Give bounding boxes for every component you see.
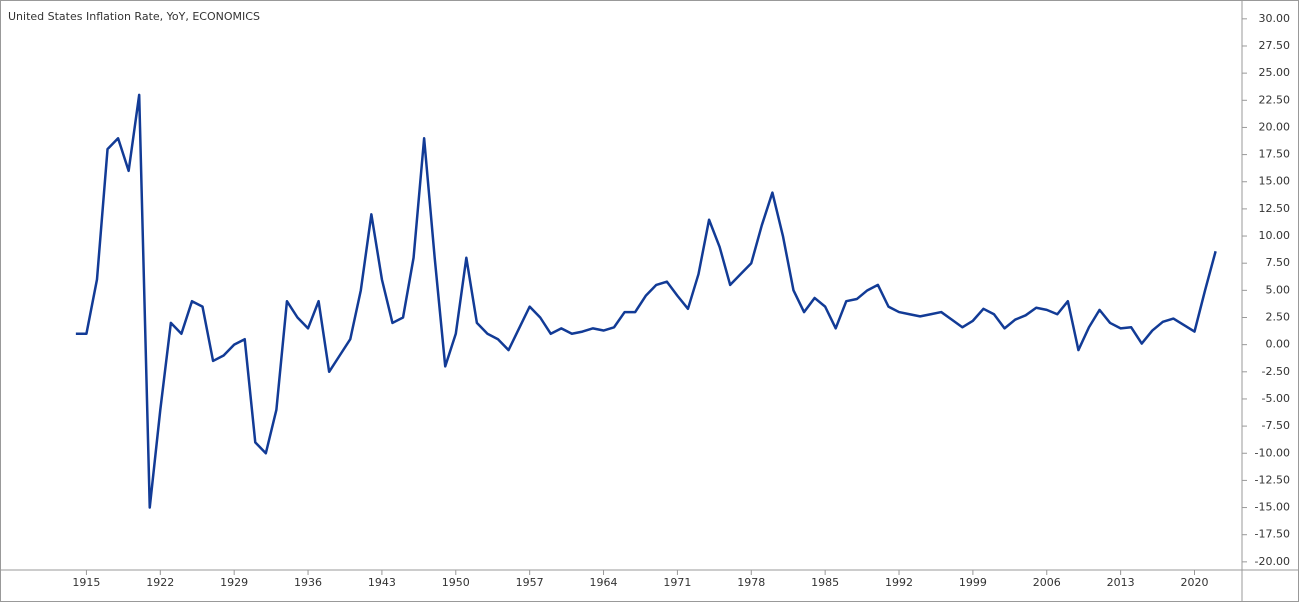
y-tick-label: 2.50 [1266,310,1291,323]
y-tick-label: -10.00 [1255,446,1290,459]
series-line [75,93,1217,509]
x-tick-label: 1957 [516,576,544,589]
x-tick-label: 1978 [737,576,765,589]
x-tick-label: 1929 [220,576,248,589]
x-tick-label: 1985 [811,576,839,589]
y-tick-label: -20.00 [1255,555,1290,568]
x-tick-label: 1936 [294,576,322,589]
x-tick-label: 1964 [590,576,618,589]
x-tick-label: 2020 [1181,576,1209,589]
y-tick-label: 25.00 [1259,66,1291,79]
y-tick-label: 7.50 [1266,256,1291,269]
y-tick-label: -12.50 [1255,473,1290,486]
y-tick-label: 5.00 [1266,283,1291,296]
x-tick-label: 2006 [1033,576,1061,589]
y-tick-label: 20.00 [1259,120,1291,133]
x-tick-label: 2013 [1107,576,1135,589]
y-tick-label: 22.50 [1259,93,1291,106]
y-tick-label: -2.50 [1262,365,1290,378]
x-tick-label: 1943 [368,576,396,589]
y-tick-label: 30.00 [1259,12,1291,25]
chart-title: United States Inflation Rate, YoY, ECONO… [8,10,260,23]
y-tick-label: -5.00 [1262,392,1290,405]
y-tick-label: 12.50 [1259,202,1291,215]
x-tick-label: 1999 [959,576,987,589]
y-tick-label: 10.00 [1259,229,1291,242]
y-tick-label: 0.00 [1266,338,1291,351]
y-tick-label: -7.50 [1262,419,1290,432]
y-tick-label: 15.00 [1259,175,1291,188]
y-tick-label: 17.50 [1259,148,1291,161]
x-tick-label: 1915 [72,576,100,589]
x-tick-label: 1992 [885,576,913,589]
x-tick-label: 1950 [442,576,470,589]
x-tick-label: 1922 [146,576,174,589]
y-tick-label: -17.50 [1255,528,1290,541]
y-tick-label: 27.50 [1259,39,1291,52]
y-tick-label: -15.00 [1255,501,1290,514]
x-tick-label: 1971 [663,576,691,589]
